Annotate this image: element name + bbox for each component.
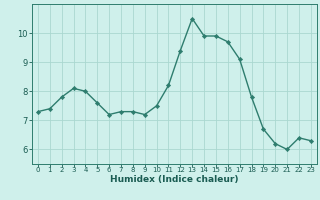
- X-axis label: Humidex (Indice chaleur): Humidex (Indice chaleur): [110, 175, 239, 184]
